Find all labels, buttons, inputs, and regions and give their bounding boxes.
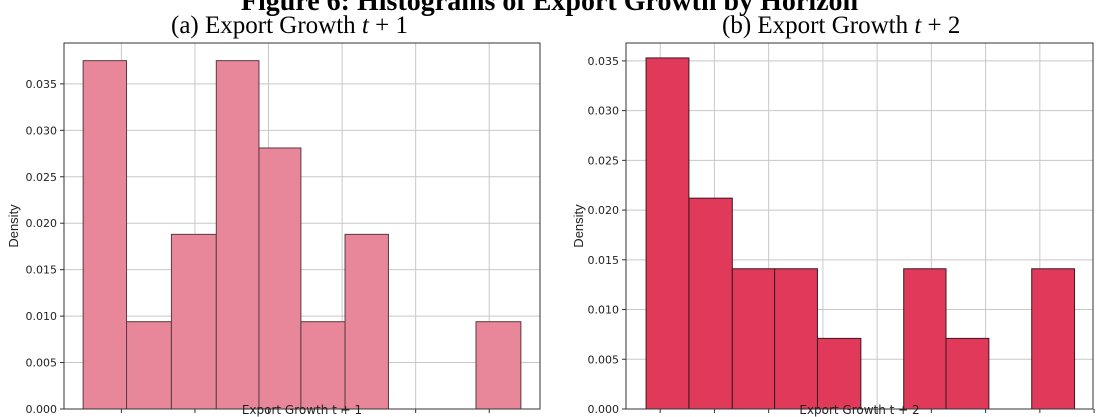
panel-a-y-tick-label: 0.025 bbox=[26, 171, 58, 184]
panel-a-x-axis-label: Export Growth t + 1 bbox=[242, 403, 362, 417]
panel-b-y-tick-label: 0.020 bbox=[588, 204, 620, 217]
panel-b-plot: −20−1001020304050600.0000.0050.0100.0150… bbox=[571, 42, 1099, 417]
panel-b-title-suffix: + 2 bbox=[921, 12, 961, 39]
panel-b-y-tick-label: 0.005 bbox=[588, 353, 620, 366]
panel-a-y-tick-label: 0.000 bbox=[26, 403, 58, 416]
panel-a-y-tick-label: 0.010 bbox=[26, 310, 58, 323]
panel-b-y-tick-label: 0.000 bbox=[588, 403, 620, 416]
panel-b-y-tick-label: 0.015 bbox=[588, 254, 620, 267]
panel-a-y-tick-label: 0.030 bbox=[26, 124, 58, 137]
panel-b-bar bbox=[816, 337, 862, 410]
panel-a-title-prefix: (a) Export Growth bbox=[171, 12, 362, 39]
panel-a-y-axis-label: Density bbox=[6, 204, 21, 248]
panel-b-y-tick-label: 0.030 bbox=[588, 105, 620, 118]
panel-a-bar bbox=[300, 321, 346, 410]
panel-a-title-suffix: + 1 bbox=[368, 12, 408, 39]
panel-b-bar bbox=[774, 268, 818, 410]
panel-b-y-tick-label: 0.035 bbox=[588, 55, 620, 68]
panel-b-y-axis-label: Density bbox=[571, 204, 586, 248]
panel-a-plot: −20−1001020300.0000.0050.0100.0150.0200.… bbox=[6, 42, 541, 417]
panel-b-bar bbox=[903, 268, 947, 410]
panel-a-y-tick-label: 0.035 bbox=[26, 78, 58, 91]
panel-b-title: (b) Export Growth t + 2 bbox=[722, 12, 960, 40]
panel-b-y-tick-label: 0.010 bbox=[588, 304, 620, 317]
panel-a-bar bbox=[475, 321, 522, 410]
panel-a-bar bbox=[170, 233, 217, 410]
panel-a-axes-frame bbox=[63, 42, 541, 410]
panel-b-bar bbox=[645, 57, 690, 410]
panel-b-y-tick-label: 0.025 bbox=[588, 154, 620, 167]
panel-b-bar bbox=[1031, 268, 1076, 410]
panel-a-y-tick-label: 0.005 bbox=[26, 357, 58, 370]
panel-a-bar bbox=[258, 147, 302, 410]
panel-b-title-var: t bbox=[914, 12, 922, 39]
panel-a-bar bbox=[344, 233, 389, 410]
figure-title: Figure 6: Histograms of Export Growth by… bbox=[240, 0, 859, 17]
panel-a-bar bbox=[215, 60, 260, 410]
panel-b-bar bbox=[688, 197, 733, 410]
panel-b-bar bbox=[945, 337, 990, 410]
panel-a-y-tick-label: 0.020 bbox=[26, 217, 58, 230]
panel-a-bar bbox=[82, 60, 128, 410]
panel-b-axes-frame bbox=[625, 42, 1094, 410]
panel-b-bar bbox=[731, 268, 776, 410]
panel-a-bar bbox=[126, 321, 172, 410]
panel-a-title-var: t bbox=[361, 12, 369, 39]
panel-b-x-axis-label: Export Growth t + 2 bbox=[799, 403, 919, 417]
panel-b-title-prefix: (b) Export Growth bbox=[722, 12, 915, 39]
panel-a-y-tick-label: 0.015 bbox=[26, 264, 58, 277]
panel-a-title: (a) Export Growth t + 1 bbox=[171, 12, 408, 40]
